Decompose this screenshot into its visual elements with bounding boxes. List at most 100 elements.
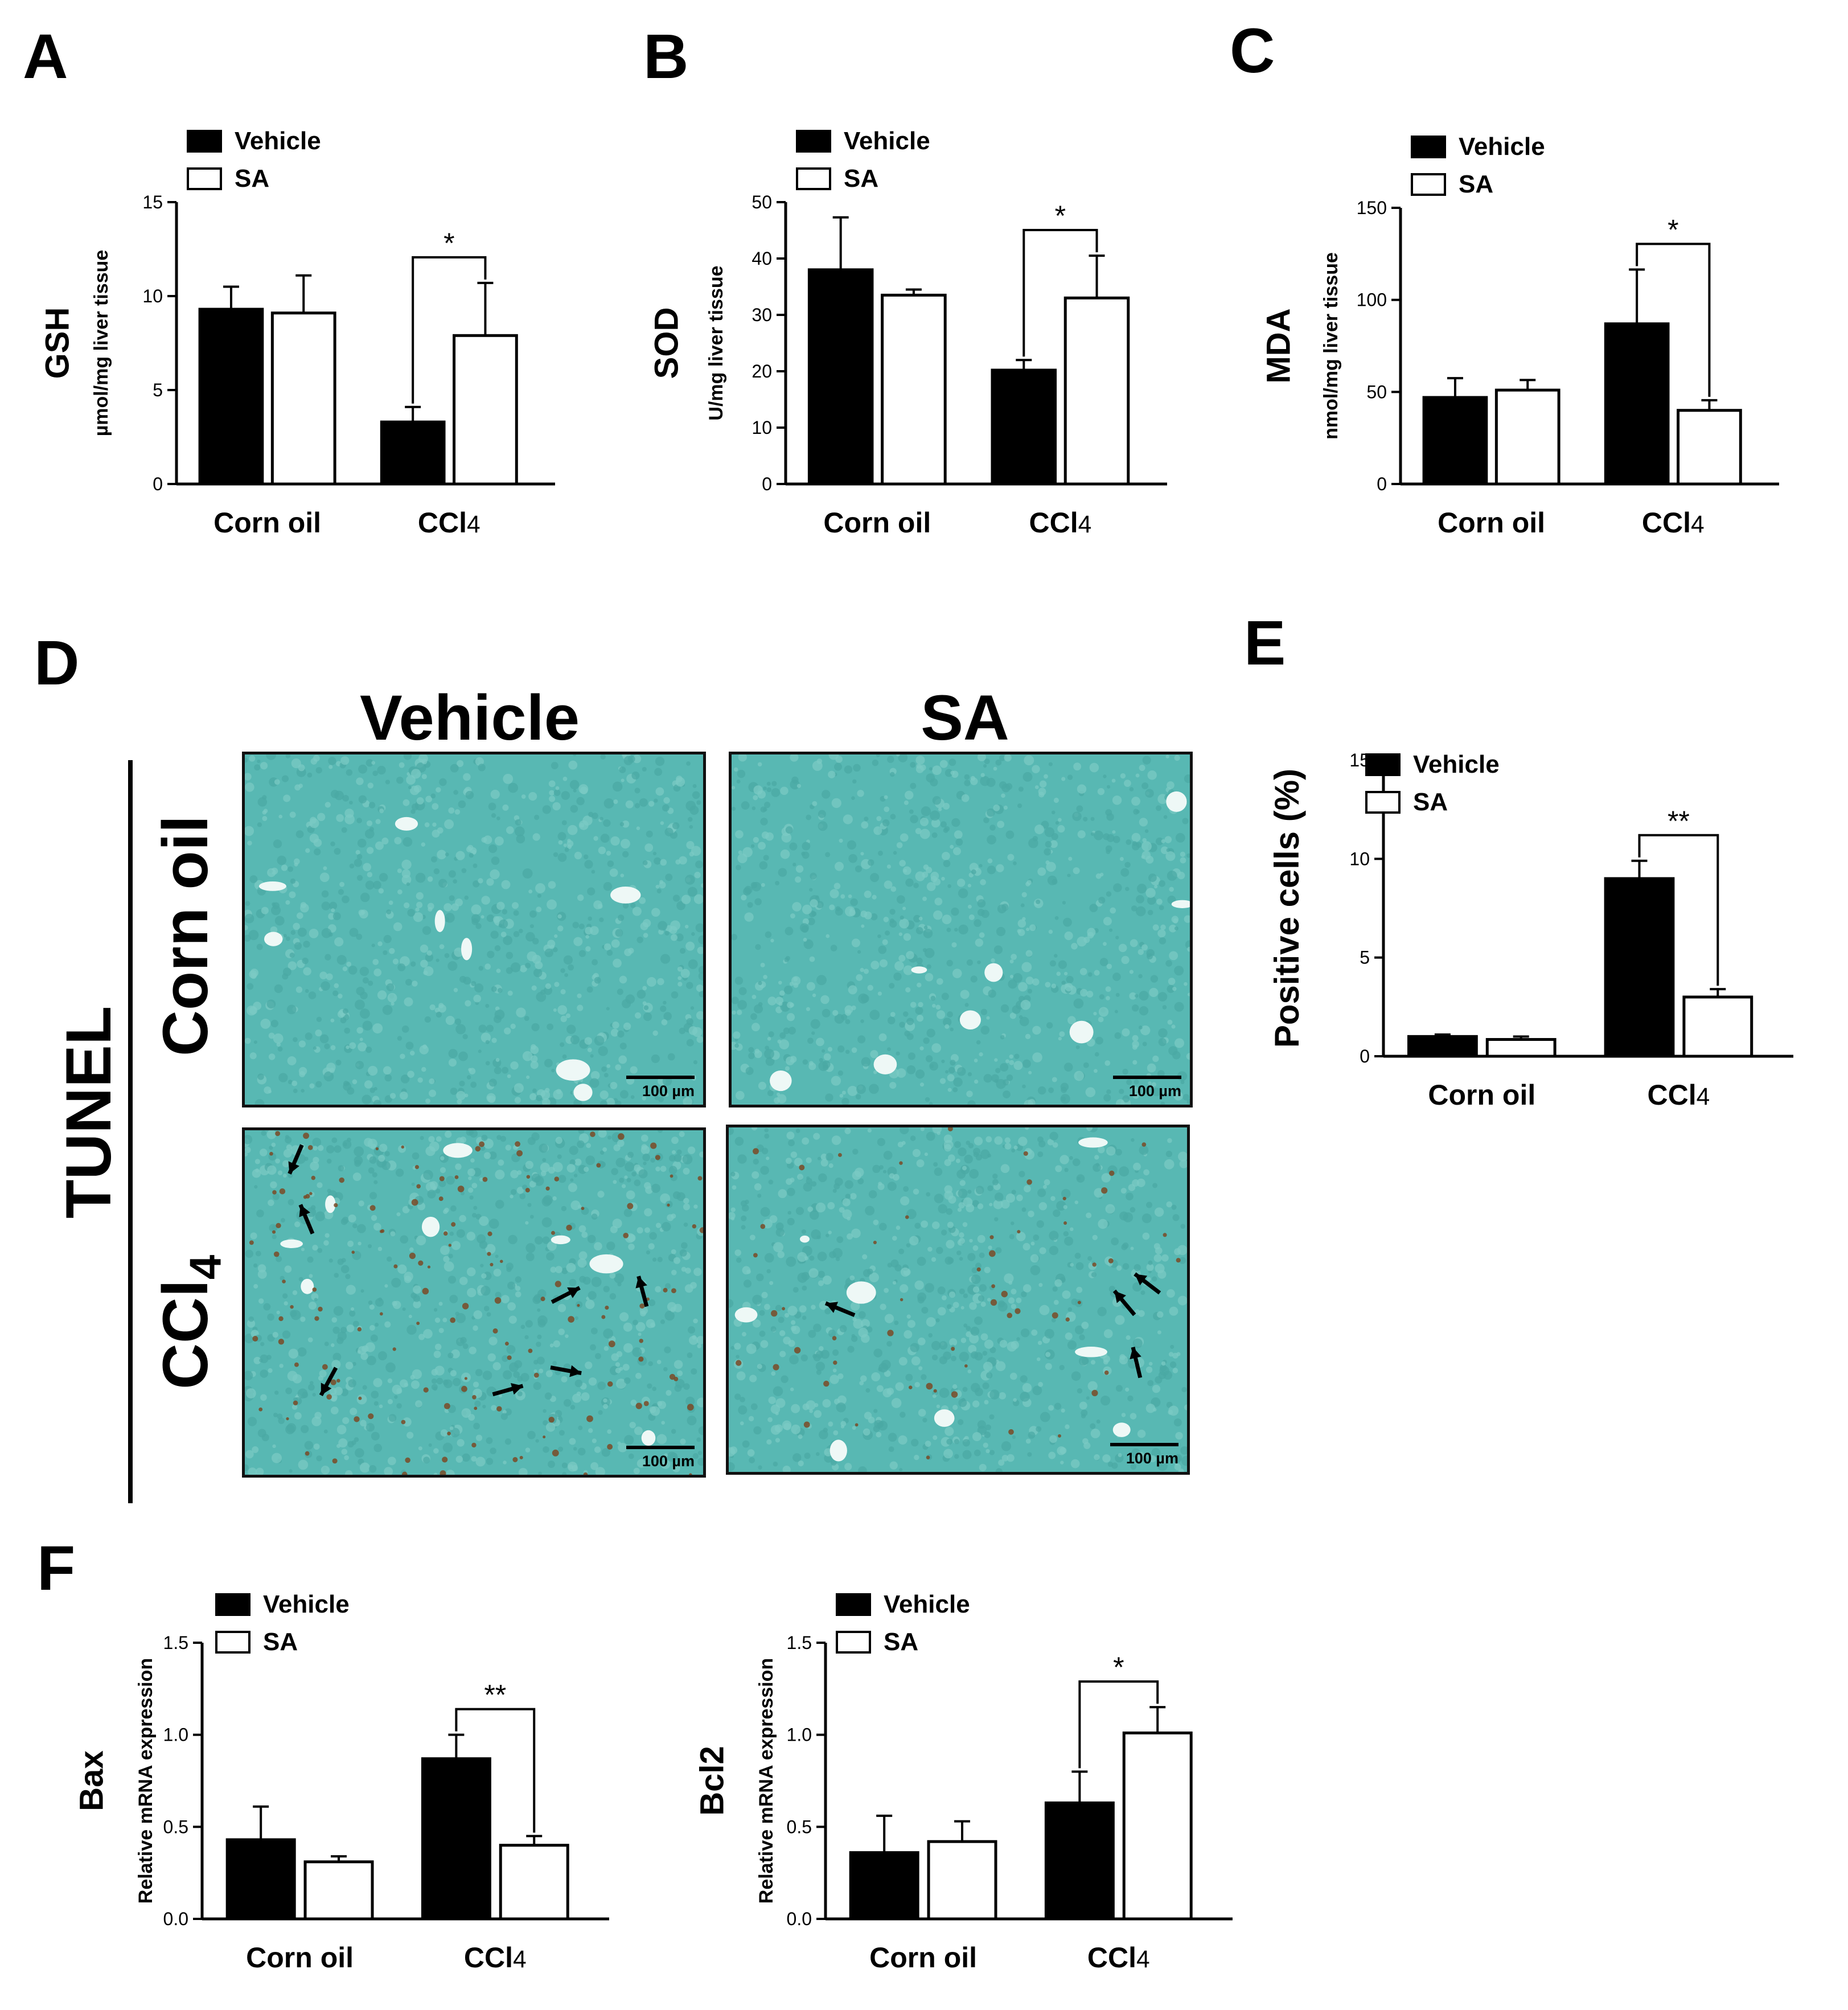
- cell-nucleus: [1074, 1070, 1085, 1081]
- cell-nucleus: [615, 1064, 622, 1070]
- cell-nucleus: [696, 1437, 701, 1442]
- cell-nucleus: [1054, 1402, 1062, 1410]
- cell-nucleus: [1184, 774, 1190, 784]
- cell-nucleus: [1141, 944, 1148, 951]
- cell-nucleus: [338, 1165, 344, 1172]
- tunel-positive-cell: [525, 1188, 530, 1193]
- tunel-positive-cell: [1109, 1170, 1115, 1176]
- cell-nucleus: [464, 895, 469, 900]
- cell-nucleus: [432, 803, 439, 810]
- cell-nucleus: [444, 953, 450, 958]
- cell-nucleus: [619, 1043, 627, 1050]
- cell-nucleus: [383, 1066, 392, 1075]
- cell-nucleus: [966, 1204, 975, 1213]
- cell-nucleus: [1115, 936, 1119, 940]
- cell-nucleus: [960, 1338, 967, 1343]
- cell-nucleus: [738, 850, 742, 855]
- cell-nucleus: [1159, 880, 1165, 887]
- cell-nucleus: [344, 1455, 349, 1461]
- cell-nucleus: [544, 948, 553, 958]
- cell-nucleus: [671, 1150, 676, 1155]
- cell-nucleus: [885, 930, 890, 936]
- cell-nucleus: [400, 1074, 410, 1084]
- cell-nucleus: [1098, 1219, 1108, 1229]
- cell-nucleus: [445, 852, 449, 857]
- cell-nucleus: [1169, 1361, 1177, 1368]
- cell-nucleus: [1048, 929, 1053, 934]
- cell-nucleus: [1104, 1060, 1111, 1066]
- cell-nucleus: [453, 987, 458, 992]
- cell-nucleus: [366, 1046, 372, 1053]
- cell-nucleus: [317, 813, 326, 822]
- cell-nucleus: [750, 881, 758, 889]
- tunel-positive-cell: [667, 1203, 670, 1207]
- cell-nucleus: [858, 1311, 866, 1319]
- cell-nucleus: [466, 1267, 476, 1277]
- cell-nucleus: [738, 987, 747, 995]
- cell-nucleus: [939, 1341, 948, 1350]
- tunel-positive-cell: [249, 1240, 254, 1245]
- cell-nucleus: [1174, 966, 1184, 976]
- cell-nucleus: [898, 932, 903, 936]
- cell-nucleus: [412, 981, 418, 987]
- cell-nucleus: [630, 1066, 638, 1074]
- cell-nucleus: [921, 1220, 929, 1228]
- cell-nucleus: [1077, 1388, 1083, 1394]
- cell-nucleus: [280, 1275, 285, 1281]
- cell-nucleus: [971, 1274, 981, 1284]
- tunel-positive-cell: [336, 1379, 340, 1383]
- cell-nucleus: [569, 1438, 576, 1445]
- cell-nucleus: [664, 1092, 669, 1097]
- cell-nucleus: [693, 1204, 698, 1209]
- y-tick-label: 1.5: [163, 1632, 188, 1653]
- significance-bracket: [1022, 229, 1098, 357]
- cell-nucleus: [606, 1098, 615, 1105]
- cell-nucleus: [557, 853, 567, 862]
- cell-nucleus: [815, 1452, 820, 1456]
- cell-nucleus: [984, 1400, 989, 1405]
- cell-nucleus: [1048, 1087, 1054, 1093]
- cell-nucleus: [1025, 950, 1033, 957]
- cell-nucleus: [828, 1163, 833, 1168]
- cell-nucleus: [686, 840, 695, 850]
- cell-nucleus: [943, 1449, 953, 1459]
- cell-nucleus: [247, 1319, 256, 1328]
- cell-nucleus: [636, 1227, 643, 1234]
- cell-nucleus: [931, 1221, 940, 1229]
- cell-nucleus: [518, 1467, 528, 1475]
- cell-nucleus: [603, 1286, 610, 1293]
- cell-nucleus: [1077, 830, 1086, 839]
- tunel-positive-cell: [454, 1175, 459, 1179]
- cell-nucleus: [984, 1339, 994, 1349]
- cell-nucleus: [758, 1002, 763, 1007]
- cell-nucleus: [324, 1043, 330, 1049]
- cell-nucleus: [1044, 848, 1052, 856]
- cell-nucleus: [360, 892, 370, 903]
- cell-nucleus: [1052, 1286, 1058, 1292]
- cell-nucleus: [600, 834, 610, 843]
- cell-nucleus: [276, 1256, 282, 1262]
- cell-nucleus: [1011, 1289, 1017, 1295]
- cell-nucleus: [905, 878, 914, 887]
- tunel-positive-cell: [760, 1224, 766, 1229]
- cell-nucleus: [954, 1141, 962, 1148]
- cell-nucleus: [1153, 1243, 1160, 1250]
- cell-nucleus: [558, 1430, 565, 1436]
- cell-nucleus: [655, 1223, 662, 1228]
- cell-nucleus: [812, 993, 816, 998]
- cell-nucleus: [308, 1384, 315, 1391]
- cell-nucleus: [1079, 1334, 1085, 1340]
- cell-nucleus: [612, 1219, 622, 1229]
- cell-nucleus: [802, 1403, 810, 1410]
- cell-nucleus: [685, 941, 695, 951]
- tunel-positive-cell: [1065, 1317, 1070, 1322]
- tunel-positive-cell: [608, 1340, 615, 1348]
- cell-nucleus: [296, 912, 303, 919]
- cell-nucleus: [930, 876, 938, 883]
- cell-nucleus: [346, 1324, 355, 1332]
- cell-nucleus: [974, 1388, 983, 1397]
- cell-nucleus: [491, 1405, 497, 1411]
- cell-nucleus: [1048, 762, 1053, 766]
- cell-nucleus: [911, 1356, 921, 1366]
- cell-nucleus: [354, 859, 363, 867]
